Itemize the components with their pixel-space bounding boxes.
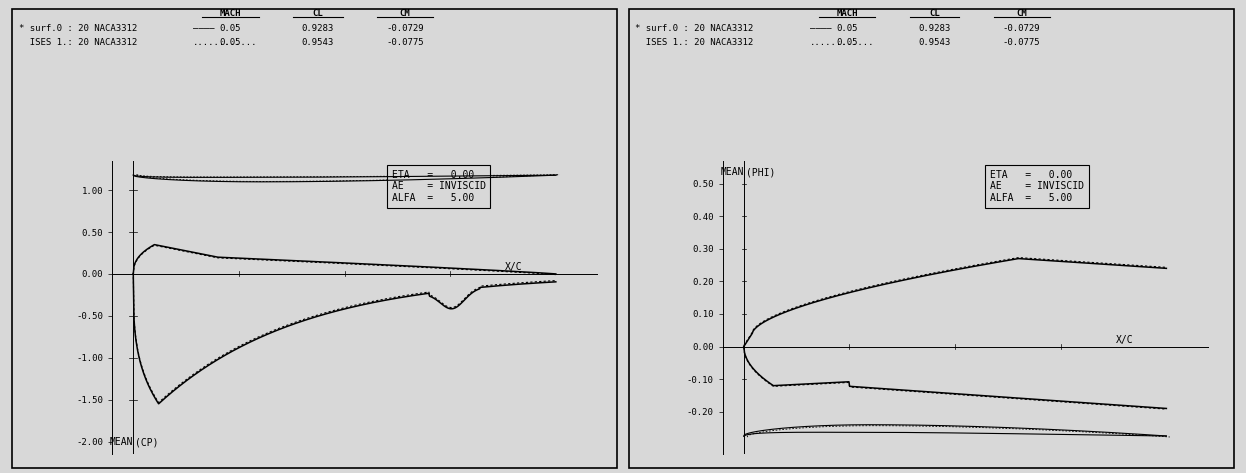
Text: CM: CM (1017, 9, 1027, 18)
Text: 0.9283: 0.9283 (302, 24, 334, 33)
Text: -0.0729: -0.0729 (386, 24, 424, 33)
Text: * surf.0 : 20 NACA3312: * surf.0 : 20 NACA3312 (635, 24, 754, 33)
Text: 0.9543: 0.9543 (918, 38, 951, 47)
Text: 0.9283: 0.9283 (918, 24, 951, 33)
Text: 0.05: 0.05 (219, 38, 242, 47)
Text: ————: ———— (193, 24, 214, 33)
Text: 0.05: 0.05 (836, 38, 858, 47)
Text: ————: ———— (810, 24, 831, 33)
Text: -0.0729: -0.0729 (1003, 24, 1040, 33)
Text: ............: ............ (810, 38, 875, 47)
Text: MACH: MACH (836, 9, 858, 18)
Text: MEAN: MEAN (720, 167, 744, 177)
Text: -0.0775: -0.0775 (1003, 38, 1040, 47)
Text: (CP): (CP) (136, 438, 159, 447)
Text: CL: CL (930, 9, 939, 18)
Text: 0.05: 0.05 (836, 24, 858, 33)
Text: CM: CM (400, 9, 410, 18)
Text: X/C: X/C (505, 262, 523, 272)
Text: -0.0775: -0.0775 (386, 38, 424, 47)
Text: MEAN: MEAN (110, 438, 133, 447)
Text: 0.05: 0.05 (219, 24, 242, 33)
Text: MACH: MACH (219, 9, 242, 18)
Text: (PHI): (PHI) (746, 167, 775, 177)
Text: ETA   =   0.00
AE    = INVISCID
ALFA  =   5.00: ETA = 0.00 AE = INVISCID ALFA = 5.00 (391, 170, 486, 203)
Text: X/C: X/C (1115, 335, 1134, 345)
Text: ............: ............ (193, 38, 258, 47)
Text: ISES 1.: 20 NACA3312: ISES 1.: 20 NACA3312 (635, 38, 754, 47)
Text: ISES 1.: 20 NACA3312: ISES 1.: 20 NACA3312 (19, 38, 137, 47)
Text: * surf.0 : 20 NACA3312: * surf.0 : 20 NACA3312 (19, 24, 137, 33)
Text: 0.9543: 0.9543 (302, 38, 334, 47)
Text: CL: CL (313, 9, 323, 18)
Text: ETA   =   0.00
AE    = INVISCID
ALFA  =   5.00: ETA = 0.00 AE = INVISCID ALFA = 5.00 (989, 170, 1084, 203)
